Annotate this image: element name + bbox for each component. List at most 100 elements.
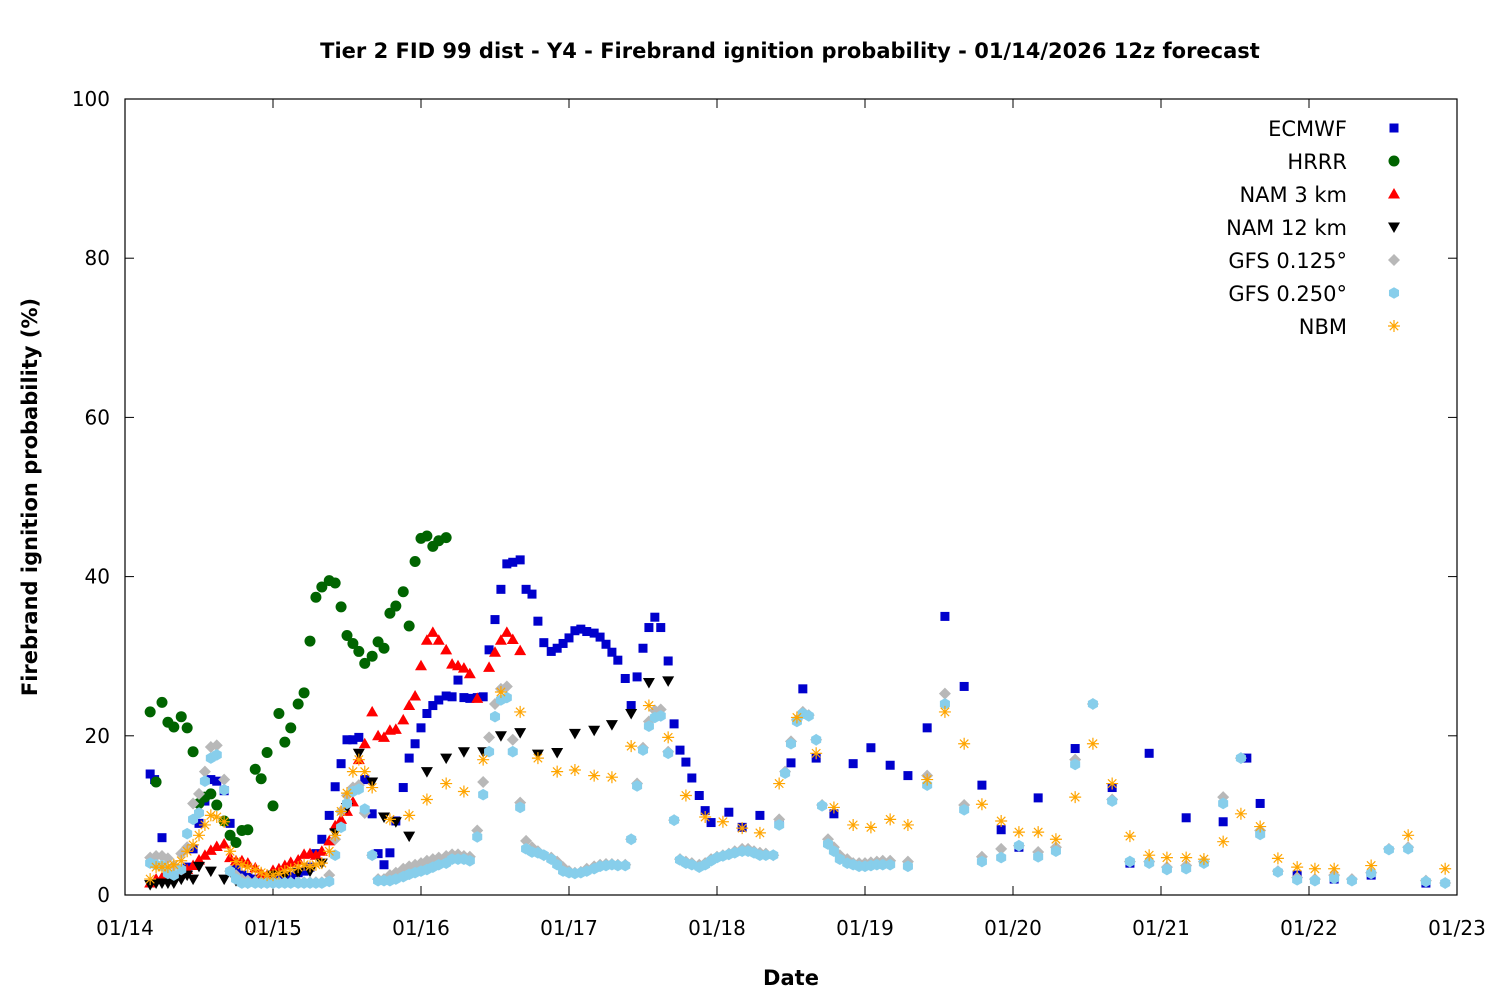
data-point	[218, 874, 231, 886]
data-point	[341, 787, 353, 800]
data-point	[605, 720, 618, 731]
data-point	[1255, 798, 1265, 808]
data-point	[494, 634, 507, 645]
data-point	[1180, 851, 1193, 864]
y-axis-label: Firebrand ignition probability (%)	[18, 298, 42, 696]
data-point	[341, 630, 353, 642]
data-point	[378, 812, 390, 823]
data-point	[212, 776, 222, 786]
data-point	[681, 757, 691, 767]
data-point	[176, 863, 187, 876]
data-point	[706, 818, 716, 828]
data-point	[847, 818, 860, 831]
legend-marker	[1389, 123, 1399, 133]
data-point	[1234, 807, 1247, 820]
data-point	[864, 821, 877, 834]
data-point	[366, 705, 379, 717]
data-point	[922, 723, 932, 733]
data-point	[773, 777, 786, 790]
data-point	[420, 634, 433, 645]
data-point	[347, 637, 359, 649]
x-tick-label: 01/19	[836, 916, 894, 940]
legend-marker	[1388, 155, 1400, 167]
data-point	[502, 559, 512, 569]
data-point	[768, 849, 779, 861]
data-point	[409, 690, 422, 701]
data-point	[940, 611, 950, 621]
data-point	[385, 848, 395, 858]
data-point	[625, 740, 638, 753]
data-point	[304, 635, 316, 647]
data-point	[242, 824, 254, 836]
data-point	[441, 691, 451, 701]
data-point	[655, 710, 666, 722]
data-point	[1161, 863, 1172, 876]
data-point	[520, 834, 533, 847]
data-point	[175, 847, 188, 860]
data-point	[272, 867, 285, 880]
data-point	[464, 854, 475, 867]
data-point	[187, 874, 200, 886]
data-point	[359, 657, 371, 669]
data-point	[389, 723, 402, 734]
series-nam-3-km	[144, 626, 527, 888]
data-point	[335, 813, 348, 824]
data-point	[292, 698, 304, 710]
data-point	[848, 759, 858, 769]
data-point	[211, 749, 222, 761]
data-point	[457, 747, 470, 758]
data-point	[484, 745, 495, 758]
data-point	[410, 739, 420, 749]
data-point	[403, 699, 416, 711]
data-point	[367, 809, 377, 819]
data-point	[168, 721, 180, 733]
data-point	[508, 557, 518, 567]
data-point	[416, 723, 426, 733]
data-point	[736, 822, 749, 835]
data-point	[335, 805, 348, 818]
data-point	[161, 861, 174, 874]
data-point	[828, 845, 839, 858]
data-point	[1218, 817, 1228, 827]
data-point	[546, 646, 556, 656]
data-point	[515, 801, 526, 814]
x-tick-label: 01/23	[1428, 916, 1486, 940]
data-point	[489, 646, 501, 657]
data-point	[304, 860, 316, 873]
data-point	[1144, 748, 1154, 758]
data-point	[230, 855, 242, 868]
data-point	[494, 686, 507, 699]
data-point	[330, 849, 341, 861]
data-point	[817, 800, 828, 812]
data-point	[1033, 850, 1044, 863]
data-point	[198, 765, 211, 778]
data-point	[539, 638, 549, 648]
data-point	[976, 855, 987, 868]
data-point	[187, 746, 199, 758]
data-point	[1012, 826, 1025, 839]
data-point	[669, 719, 679, 729]
data-point	[235, 858, 248, 871]
data-point	[996, 825, 1006, 835]
data-point	[903, 771, 913, 781]
data-point	[144, 873, 157, 886]
data-point	[1439, 862, 1452, 875]
data-point	[959, 681, 969, 691]
x-tick-label: 01/22	[1280, 916, 1338, 940]
data-point	[329, 577, 341, 589]
data-point	[478, 788, 489, 801]
data-point	[1069, 791, 1082, 804]
data-point	[866, 743, 876, 753]
data-point	[755, 810, 765, 820]
data-point	[643, 720, 654, 733]
data-point	[798, 684, 808, 694]
data-point	[219, 784, 230, 796]
data-point	[699, 810, 712, 823]
legend-marker	[1388, 320, 1400, 332]
data-point	[421, 530, 433, 542]
data-point	[193, 807, 205, 819]
data-point	[552, 643, 562, 653]
data-point	[367, 849, 378, 861]
data-point	[285, 722, 297, 734]
